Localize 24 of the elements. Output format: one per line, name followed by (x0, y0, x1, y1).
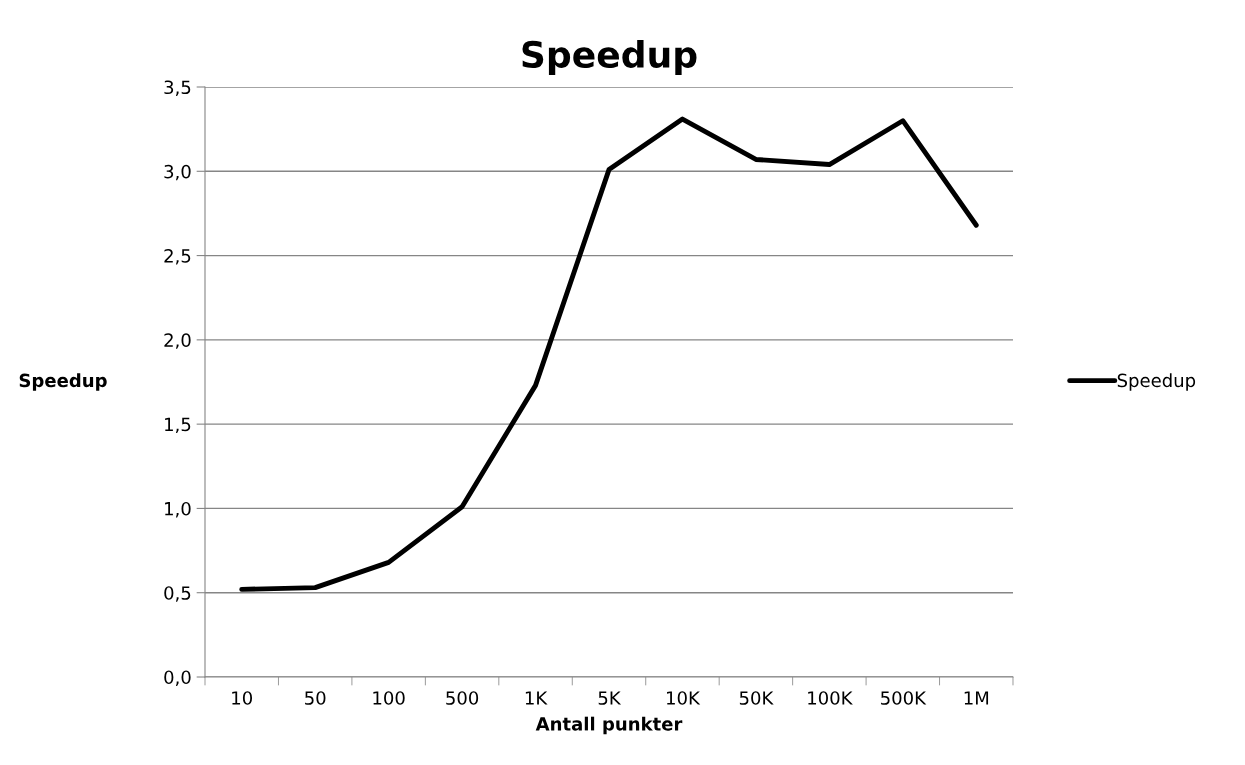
y-tick-label: 2,5 (164, 249, 191, 265)
y-axis-title: Speedup (19, 373, 107, 391)
y-tick-label: 0,0 (164, 670, 191, 686)
x-tick-label: 1K (525, 691, 548, 705)
y-tick-label: 2,0 (164, 333, 191, 349)
x-tick-label: 100K (808, 691, 853, 705)
line-series (239, 116, 979, 592)
x-tick-label: 5K (598, 691, 622, 705)
y-tick-label: 3,0 (164, 164, 191, 181)
x-tick-label: 50 (305, 691, 326, 705)
x-tick-label: 500K (881, 691, 927, 705)
x-tick-label: 10 (232, 691, 253, 705)
x-axis-title: Antall punkter (535, 716, 683, 735)
x-tick-label: 500 (446, 691, 479, 705)
x-tick-label: 10K (667, 691, 701, 705)
x-tick-label: 50K (739, 691, 774, 705)
x-tick-label: 1M (964, 691, 989, 705)
y-tick-label: 1,5 (165, 417, 191, 434)
legend-label: Speedup (1117, 373, 1196, 391)
y-tick-label: 3,5 (164, 80, 191, 96)
y-tick-label: 0,5 (164, 586, 191, 602)
y-tick-label: 1,0 (165, 501, 191, 518)
chart-title: Speedup (522, 40, 697, 76)
x-tick-label: 100 (373, 691, 405, 705)
